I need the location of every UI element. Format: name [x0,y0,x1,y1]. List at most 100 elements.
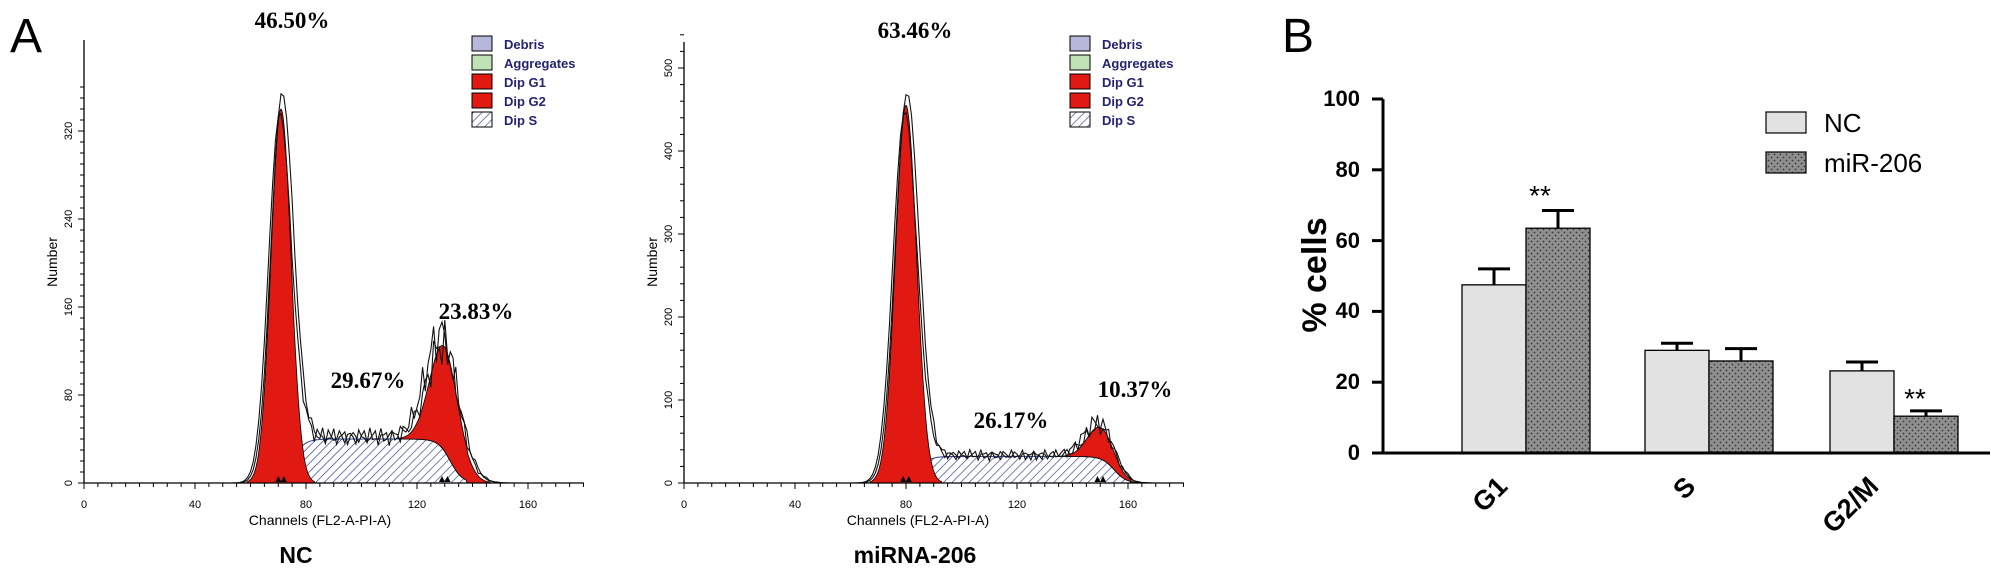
legend-label-debris: Debris [504,37,544,52]
bar-mir206 [1708,360,1774,454]
bar-y-tick-label: 80 [1336,157,1360,182]
nc-x-tick-label: 80 [300,499,312,511]
bar-y-tick-label: 100 [1323,86,1360,111]
mirna-x-tick-label: 160 [1119,499,1137,511]
legend-swatch-aggregates [1069,54,1091,71]
nc-y-tick-label: 160 [63,298,75,316]
nc-g2-percentage: 23.83% [439,299,514,324]
mirna-legend: Debris Aggregates Dip G1 Dip G2 Dip S [1069,35,1174,128]
bar-legend-label-mir206: miR-206 [1824,148,1922,178]
bar-category-label: S [1667,471,1701,505]
legend-label-aggregates: Aggregates [1102,56,1174,71]
bar-y-ticks [1372,97,1383,455]
bar-legend-swatch-mir206 [1765,151,1807,174]
legend-swatch-dip-g1 [1069,73,1091,90]
nc-x-axis-label: Channels (FL2-A-PI-A) [249,512,391,528]
peak-marker [444,476,451,482]
bar-y-tick-label: 60 [1336,228,1360,253]
mirna-g2-percentage: 10.37% [1098,377,1173,402]
mirna-x-axis-label: Channels (FL2-A-PI-A) [847,512,989,528]
bar-chart: 0 20 40 60 80 100 % cells NC miR-206 G1 … [1296,86,1990,539]
peak-marker [905,476,912,482]
g1-significance-marker: ** [1529,180,1551,211]
nc-legend: Debris Aggregates Dip G1 Dip G2 Dip S [471,35,576,128]
legend-swatch-dip-g1 [471,73,493,90]
mirna-histogram: 0 40 80 120 160 0 100 200 300 400 500 Ch… [644,18,1184,568]
mirna-x-tick-label: 0 [681,499,687,511]
nc-y-tick-label: 320 [63,122,75,140]
mirna-y-tick-label: 200 [663,308,675,326]
raw-histogram-trace [850,93,1156,484]
bar-mir206 [1525,227,1591,454]
g1-phase-area [869,104,943,484]
bar-legend: NC miR-206 [1765,108,1922,178]
bar-y-tick-label: 0 [1348,440,1360,465]
nc-y-tick-label: 240 [63,210,75,228]
nc-g1-percentage: 46.50% [255,8,330,33]
legend-swatch-debris [471,35,493,52]
mirna-x-ticks [683,483,1184,489]
peak-marker [900,476,907,482]
mirna-x-tick-label: 40 [789,499,801,511]
mirna-y-ticks [678,34,684,484]
raw-histogram-trace [222,92,528,484]
raw-histogram-trace [850,111,1156,484]
nc-plot-area [222,92,528,484]
legend-swatch-dip-s [471,111,493,128]
nc-x-tick-label: 40 [189,499,201,511]
nc-y-tick-label: 0 [63,480,75,486]
legend-label-dip-g2: Dip G2 [1102,94,1144,109]
legend-swatch-dip-s [1069,111,1091,128]
bar-y-tick-label: 40 [1336,298,1360,323]
mirna-sample-label: miRNA-206 [854,542,977,568]
mirna-g1-percentage: 63.46% [878,18,953,43]
legend-label-dip-g1: Dip G1 [504,75,546,90]
nc-x-tick-label: 160 [519,499,537,511]
mirna-y-tick-label: 400 [663,142,675,160]
legend-swatch-dip-g2 [1069,92,1091,109]
mirna-x-tick-label: 80 [900,499,912,511]
peak-marker [1100,476,1107,482]
bar-y-axis-label: % cells [1296,217,1334,332]
nc-histogram: 0 40 80 120 160 0 80 160 240 320 Channel… [44,8,584,568]
bar-series [1461,209,1959,454]
panel-a-letter: A [10,10,42,63]
bar-y-tick-label: 20 [1336,369,1360,394]
bar-nc [1644,349,1710,454]
legend-swatch-dip-g2 [471,92,493,109]
mirna-y-tick-label: 100 [663,391,675,409]
bar-nc [1461,284,1527,454]
legend-label-dip-g2: Dip G2 [504,94,546,109]
peak-marker [438,476,445,482]
peak-marker [275,476,282,482]
bar-legend-label-nc: NC [1824,108,1862,138]
g1-phase-area [246,108,316,484]
g2m-significance-marker: ** [1904,383,1926,414]
nc-y-axis-label: Number [44,237,60,287]
nc-x-tick-label: 120 [408,499,426,511]
mirna-x-tick-label: 120 [1008,499,1026,511]
legend-label-dip-g1: Dip G1 [1102,75,1144,90]
legend-label-dip-s: Dip S [1102,113,1136,128]
legend-label-aggregates: Aggregates [504,56,576,71]
nc-x-tick-label: 0 [81,499,87,511]
mirna-y-tick-label: 0 [663,480,675,486]
nc-y-tick-label: 80 [63,389,75,401]
legend-swatch-debris [1069,35,1091,52]
nc-sample-label: NC [279,542,312,568]
bar-category-label: G1 [1467,471,1514,518]
mirna-s-percentage: 26.17% [974,408,1049,433]
panel-b-letter: B [1282,10,1314,63]
mirna-y-tick-label: 300 [663,225,675,243]
legend-label-debris: Debris [1102,37,1142,52]
nc-s-percentage: 29.67% [331,368,406,393]
peak-marker [1094,476,1101,482]
mirna-plot-area [850,93,1156,484]
bar-nc [1829,370,1895,454]
raw-histogram-trace [222,112,528,484]
nc-x-ticks [83,483,584,489]
mirna-y-tick-label: 500 [663,59,675,77]
mirna-y-axis-label: Number [644,237,660,287]
bar-mir206 [1893,415,1959,454]
